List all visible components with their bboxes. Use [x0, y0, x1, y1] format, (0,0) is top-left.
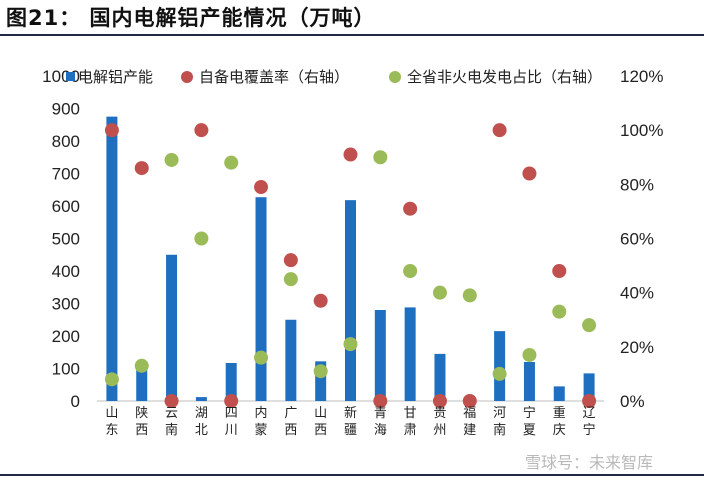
- x-category-label: 重庆: [553, 405, 566, 438]
- point-non-thermal: [462, 288, 477, 303]
- x-category-label: 福建: [463, 406, 476, 438]
- point-self-supply: [194, 123, 209, 138]
- x-category-label: 四川: [225, 406, 238, 438]
- point-self-supply: [492, 123, 507, 138]
- point-non-thermal: [522, 347, 537, 362]
- point-self-supply: [164, 394, 179, 408]
- point-non-thermal: [134, 358, 149, 373]
- y-right-tick-label: 20%: [620, 338, 654, 357]
- point-self-supply: [373, 394, 388, 408]
- bar-capacity: [225, 362, 237, 401]
- point-self-supply: [224, 394, 239, 408]
- x-category-label: 青海: [374, 406, 387, 438]
- point-non-thermal: [194, 231, 209, 246]
- legend-label-capacity: 电解铝产能: [78, 68, 153, 86]
- point-non-thermal: [492, 366, 507, 381]
- bar-capacity: [136, 368, 148, 401]
- y-left-tick-label: 500: [52, 230, 80, 249]
- y-right-tick-label: 120%: [620, 67, 663, 86]
- point-self-supply: [403, 201, 418, 216]
- x-category-label: 山东: [105, 406, 118, 438]
- bar-capacity: [166, 254, 178, 401]
- point-non-thermal: [224, 155, 239, 170]
- point-non-thermal: [432, 285, 447, 300]
- x-category-label: 陕西: [135, 406, 148, 438]
- point-non-thermal: [552, 304, 567, 319]
- y-right-tick-label: 40%: [620, 284, 654, 303]
- x-category-label: 广西: [284, 406, 297, 438]
- bottom-rule: [0, 474, 704, 476]
- y-left-tick-label: 600: [52, 197, 80, 216]
- title-rule: [0, 34, 704, 36]
- point-self-supply: [343, 147, 358, 162]
- x-category-label: 辽宁: [583, 406, 596, 438]
- point-self-supply: [522, 166, 537, 181]
- y-left-tick-label: 100: [52, 360, 80, 379]
- y-left-tick-label: 300: [52, 295, 80, 314]
- legend-swatch-self-supply: [181, 71, 193, 83]
- x-category-label: 云南: [165, 406, 178, 438]
- point-non-thermal: [403, 264, 418, 278]
- point-non-thermal: [283, 272, 298, 287]
- bar-capacity: [434, 353, 446, 401]
- point-self-supply: [104, 123, 119, 138]
- legend-label-self-supply: 自备电覆盖率（右轴）: [199, 68, 349, 86]
- bar-capacity: [494, 331, 506, 401]
- y-left-tick-label: 900: [52, 100, 80, 119]
- y-left-tick-label: 0: [71, 392, 80, 411]
- x-category-label: 甘肃: [404, 406, 417, 438]
- point-self-supply: [462, 394, 477, 408]
- point-non-thermal: [313, 364, 328, 379]
- point-self-supply: [313, 293, 328, 308]
- bar-capacity: [374, 310, 386, 401]
- bar-capacity: [404, 307, 416, 401]
- y-left-tick-label: 1000: [42, 67, 80, 86]
- point-self-supply: [283, 253, 298, 268]
- y-right-tick-label: 80%: [620, 175, 654, 194]
- legend-label-non-thermal: 全省非火电发电占比（右轴）: [407, 68, 602, 86]
- point-non-thermal: [582, 318, 597, 333]
- point-non-thermal: [343, 337, 358, 352]
- bar-capacity: [583, 373, 595, 401]
- point-self-supply: [552, 264, 567, 278]
- point-self-supply: [254, 180, 269, 195]
- point-non-thermal: [164, 152, 179, 167]
- x-category-label: 宁夏: [523, 405, 536, 438]
- y-right-tick-label: 60%: [620, 230, 654, 249]
- point-non-thermal: [104, 372, 119, 387]
- bar-capacity: [315, 361, 327, 401]
- x-category-label: 贵州: [433, 406, 446, 438]
- point-non-thermal: [373, 150, 388, 165]
- watermark: 雪球号：未来智库: [525, 453, 654, 472]
- point-non-thermal: [254, 350, 269, 365]
- bar-capacity: [106, 116, 118, 401]
- bar-capacity: [553, 386, 565, 401]
- point-self-supply: [582, 394, 597, 408]
- x-category-label: 山西: [314, 406, 327, 438]
- legend-swatch-capacity: [66, 72, 75, 81]
- y-left-tick-label: 700: [52, 165, 80, 184]
- y-left-tick-label: 200: [52, 327, 80, 346]
- bar-capacity: [195, 397, 207, 401]
- y-left-tick-label: 800: [52, 132, 80, 151]
- legend-swatch-non-thermal: [389, 71, 401, 83]
- x-category-label: 新疆: [344, 405, 357, 438]
- figure-title: 图21： 国内电解铝产能情况（万吨）: [6, 6, 376, 30]
- point-self-supply: [432, 394, 447, 408]
- x-category-label: 湖北: [195, 406, 208, 438]
- y-right-tick-label: 0%: [620, 392, 645, 411]
- x-category-label: 内蒙: [255, 405, 268, 438]
- bar-capacity: [285, 319, 297, 401]
- y-right-tick-label: 100%: [620, 121, 663, 140]
- bar-capacity: [523, 362, 535, 401]
- y-left-tick-label: 400: [52, 262, 80, 281]
- point-self-supply: [134, 161, 149, 176]
- bar-capacity: [345, 200, 356, 401]
- x-category-label: 河南: [493, 406, 506, 438]
- bar-capacity: [255, 197, 267, 401]
